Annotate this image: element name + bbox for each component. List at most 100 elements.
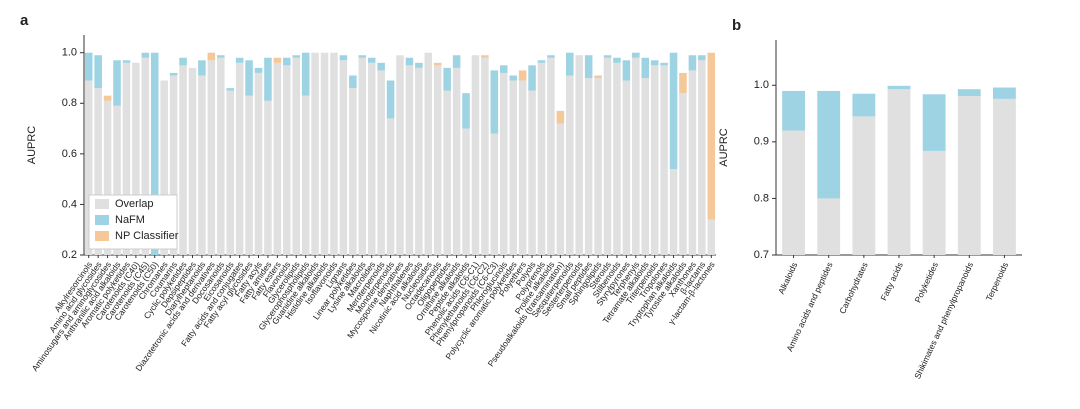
bar-segment [217, 55, 225, 58]
panel-label: b [732, 17, 741, 34]
y-tick-label: 0.9 [754, 136, 769, 148]
bar-segment [358, 55, 367, 58]
bar-segment [339, 55, 348, 61]
bar-segment [452, 55, 461, 68]
bar-segment [688, 55, 697, 71]
bar-segment [122, 62, 131, 255]
bar-segment [650, 65, 659, 256]
bar-segment [405, 57, 414, 66]
bar-segment [537, 60, 546, 63]
bar-segment [226, 90, 234, 255]
bar-segment [103, 95, 112, 101]
bar-segment [386, 118, 395, 255]
bar-segment [235, 57, 244, 63]
bar-segment [622, 80, 631, 255]
bar-segment [852, 93, 876, 117]
bar-segment [443, 90, 451, 255]
bar-segment [405, 65, 414, 256]
bar-segment [490, 133, 499, 255]
y-tick-label: 0.4 [62, 198, 77, 210]
bar-segment [358, 57, 367, 255]
bar-segment [499, 72, 508, 256]
bar-segment [367, 62, 376, 255]
bar-segment [518, 70, 527, 81]
bar-segment [330, 52, 338, 256]
bar-segment [528, 90, 536, 255]
legend-label: Overlap [115, 198, 154, 210]
y-axis-label: AUPRC [718, 128, 730, 167]
x-tick-label: Polyketides [913, 261, 940, 305]
bar-segment [254, 72, 263, 256]
bar-segment [481, 55, 489, 58]
bar-segment [622, 60, 631, 81]
x-tick-label: Fatty acids [878, 261, 904, 302]
bar-segment [283, 57, 291, 66]
bar-segment [688, 70, 697, 255]
bar-segment [817, 198, 841, 255]
bar-segment [462, 128, 470, 255]
bar-segment [94, 88, 102, 255]
bar-segment [632, 52, 640, 58]
bar-segment [707, 219, 716, 255]
bar-segment [957, 96, 981, 256]
bar-segment [132, 62, 140, 255]
bar-segment [415, 62, 423, 68]
bar-segment [679, 72, 687, 94]
bar-segment [320, 52, 329, 256]
bar-segment [698, 55, 706, 61]
bar-segment [301, 95, 310, 255]
bar-segment [301, 52, 310, 96]
bar-segment [245, 60, 253, 96]
y-tick-label: 0.2 [62, 249, 77, 261]
bar-segment [349, 88, 357, 255]
bar-segment [283, 65, 291, 256]
legend-label: NaFM [115, 214, 145, 226]
bar-segment [679, 93, 687, 255]
y-tick-label: 0.8 [62, 97, 77, 109]
bar-segment [660, 65, 668, 256]
x-tick-label: Terpenoids [984, 261, 1011, 303]
bar-segment [160, 80, 168, 255]
bar-segment [922, 94, 946, 151]
bar-segment [584, 55, 593, 78]
bar-segment [594, 75, 602, 78]
bar-segment [547, 57, 555, 255]
bar-segment [490, 70, 499, 134]
bar-segment [613, 62, 621, 255]
bar-segment [198, 60, 206, 76]
bar-segment [292, 55, 301, 58]
legend-label: NP Classifier [115, 230, 179, 242]
bar-segment [481, 57, 489, 255]
bar-segment [528, 65, 536, 91]
bar-segment [669, 52, 678, 170]
y-axis-label: AUPRC [26, 126, 38, 165]
bar-segment [471, 55, 480, 255]
bar-segment [84, 52, 93, 81]
bar-segment [113, 60, 121, 106]
bar-segment [547, 55, 555, 58]
y-tick-label: 1.0 [754, 79, 769, 91]
bar-segment [537, 62, 546, 255]
bar-segment [509, 75, 517, 81]
bar-segment [179, 57, 187, 66]
bar-segment [660, 62, 668, 66]
bar-segment [254, 67, 263, 73]
bar-segment [113, 105, 121, 255]
bar-segment [150, 52, 159, 256]
bar-segment [957, 89, 981, 97]
bar-segment [782, 130, 805, 255]
bar-segment [141, 57, 150, 255]
bar-segment [367, 57, 376, 63]
bar-segment [887, 85, 911, 90]
bar-segment [424, 52, 433, 256]
panel-label: a [20, 12, 29, 29]
bar-segment [207, 52, 216, 61]
bar-segment [852, 116, 876, 255]
bar-segment [377, 62, 385, 71]
bar-segment [433, 62, 442, 66]
bar-segment [103, 100, 112, 255]
y-tick-label: 0.8 [754, 192, 769, 204]
bar-segment [207, 60, 216, 256]
legend-swatch [95, 199, 109, 209]
